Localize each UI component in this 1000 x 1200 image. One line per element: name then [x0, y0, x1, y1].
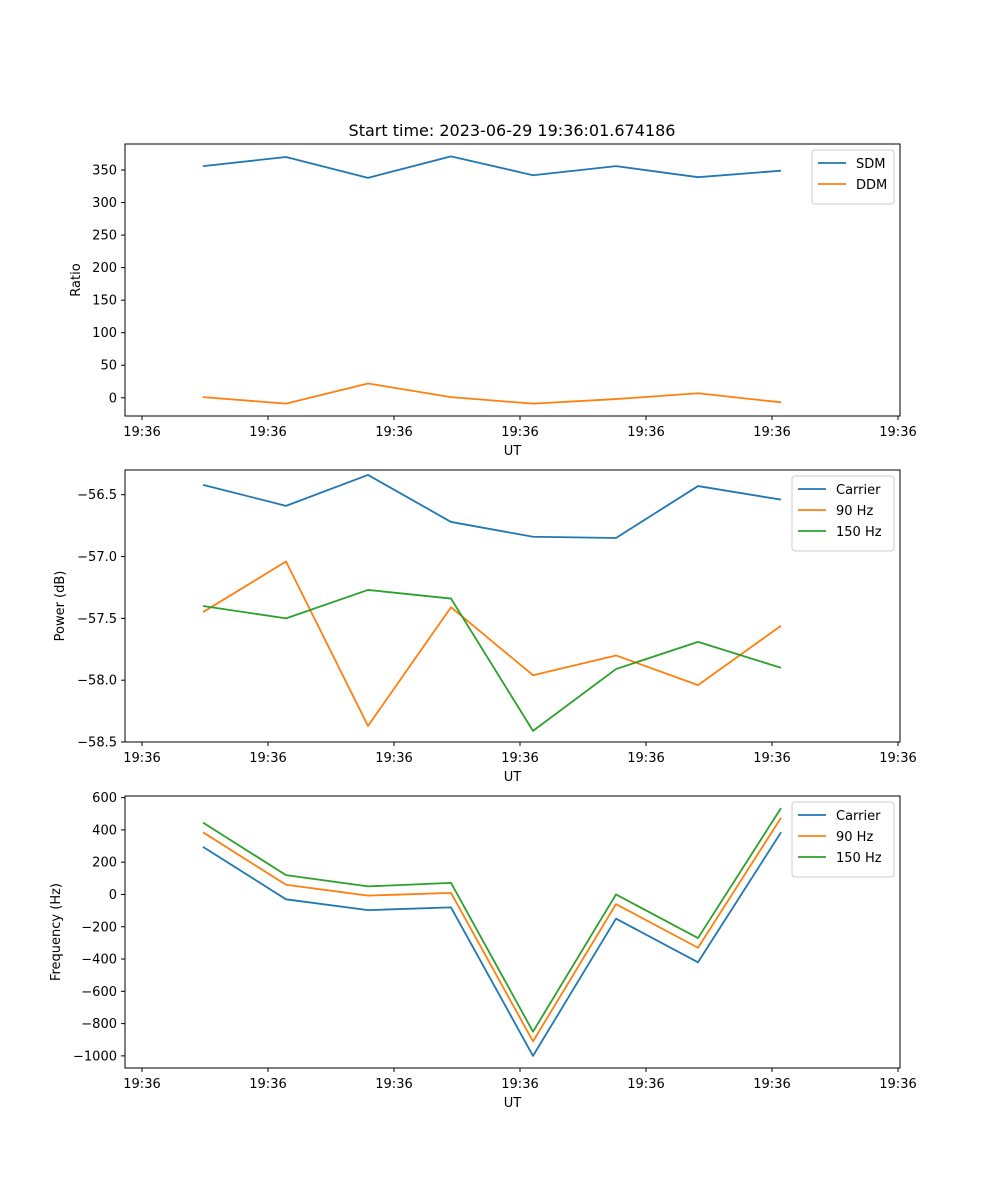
x-tick-label: 19:36 — [627, 751, 664, 766]
y-tick-label: −600 — [81, 985, 117, 1000]
x-tick-label: 19:36 — [501, 1077, 538, 1092]
y-tick-label: −1000 — [73, 1049, 117, 1064]
y-tick-label: −57.0 — [77, 550, 117, 565]
x-tick-label: 19:36 — [879, 425, 916, 440]
legend-label: SDM — [856, 157, 885, 172]
y-tick-label: 400 — [92, 823, 117, 838]
x-tick-label: 19:36 — [375, 1077, 412, 1092]
series-line-carrier — [202, 831, 782, 1057]
y-tick-label: 0 — [109, 888, 117, 903]
x-tick-label: 19:36 — [123, 751, 160, 766]
y-axis-label: Power (dB) — [53, 571, 68, 642]
legend-label: 150 Hz — [836, 851, 882, 866]
x-axis-label: UT — [504, 444, 522, 459]
legend-label: DDM — [856, 178, 887, 193]
legend-box — [791, 475, 895, 552]
x-tick-label: 19:36 — [123, 1077, 160, 1092]
x-tick-label: 19:36 — [753, 1077, 790, 1092]
legend-label: 90 Hz — [836, 830, 873, 845]
x-tick-label: 19:36 — [627, 425, 664, 440]
x-tick-label: 19:36 — [123, 425, 160, 440]
y-tick-label: 200 — [92, 856, 117, 871]
y-tick-label: 0 — [109, 391, 117, 406]
x-tick-label: 19:36 — [249, 751, 286, 766]
x-tick-label: 19:36 — [249, 425, 286, 440]
legend: Carrier 90 Hz 150 Hz — [791, 801, 895, 878]
legend-label: Carrier — [836, 483, 881, 498]
x-axis-label: UT — [504, 770, 522, 785]
series-line-150-hz — [202, 807, 782, 1033]
series-line-ddm — [202, 382, 782, 405]
legend-label: Carrier — [836, 809, 881, 824]
y-tick-label: 300 — [92, 196, 117, 211]
subplot-3: 19:36 19:36 19:36 19:36 19:36 19:36 19:36 UT 600… — [49, 791, 917, 1111]
x-tick-label: 19:36 — [627, 1077, 664, 1092]
y-axis-label: Ratio — [69, 263, 84, 296]
y-tick-label: 200 — [92, 261, 117, 276]
plot-frame — [124, 143, 901, 417]
series-line-90-hz — [202, 817, 782, 1043]
legend: SDM DDM — [811, 149, 895, 205]
y-tick-label: −800 — [81, 1017, 117, 1032]
x-tick-label: 19:36 — [501, 751, 538, 766]
y-tick-label: −400 — [81, 953, 117, 968]
series-line-carrier — [202, 474, 782, 539]
series-line-90-hz — [202, 560, 782, 727]
legend: Carrier 90 Hz 150 Hz — [791, 475, 895, 552]
x-tick-label: 19:36 — [753, 425, 790, 440]
series-line-150-hz — [202, 589, 782, 732]
subplot-2: 19:36 19:36 19:36 19:36 19:36 19:36 19:36 UT −56… — [53, 469, 917, 785]
plot-frame — [124, 795, 901, 1069]
legend-box — [791, 801, 895, 878]
plot-frame — [124, 469, 901, 743]
x-tick-label: 19:36 — [753, 751, 790, 766]
x-tick-label: 19:36 — [249, 1077, 286, 1092]
y-tick-label: −58.0 — [77, 674, 117, 689]
x-tick-label: 19:36 — [375, 751, 412, 766]
y-tick-label: −56.5 — [77, 488, 117, 503]
y-tick-label: −58.5 — [77, 736, 117, 751]
x-tick-label: 19:36 — [879, 751, 916, 766]
x-tick-label: 19:36 — [501, 425, 538, 440]
x-tick-label: 19:36 — [375, 425, 412, 440]
y-tick-label: −200 — [81, 920, 117, 935]
y-axis-label: Frequency (Hz) — [49, 883, 64, 981]
y-tick-label: 600 — [92, 791, 117, 806]
y-tick-label: −57.5 — [77, 612, 117, 627]
y-tick-label: 350 — [92, 164, 117, 179]
x-axis-label: UT — [504, 1096, 522, 1111]
subplot-1: 19:36 19:36 19:36 19:36 19:36 19:36 19:36 UT 0 50… — [69, 143, 917, 459]
y-tick-label: 100 — [92, 326, 117, 341]
y-tick-label: 150 — [92, 294, 117, 309]
x-tick-label: 19:36 — [879, 1077, 916, 1092]
series-line-sdm — [202, 155, 782, 179]
figure-title: Start time: 2023-06-29 19:36:01.674186 — [349, 121, 676, 140]
y-tick-label: 250 — [92, 229, 117, 244]
legend-label: 150 Hz — [836, 525, 882, 540]
y-tick-label: 50 — [100, 359, 117, 374]
legend-label: 90 Hz — [836, 504, 873, 519]
